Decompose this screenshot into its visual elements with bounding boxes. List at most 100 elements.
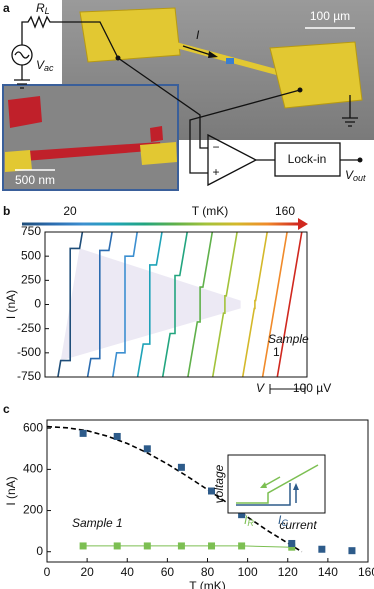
source-label: Vac [36, 58, 54, 73]
pad [269, 41, 363, 109]
y-axis-label: I (nA) [4, 290, 18, 319]
data-point [238, 511, 246, 519]
circuit-wire [189, 89, 301, 174]
electrode [5, 150, 32, 172]
iv-curve [241, 231, 268, 378]
x-axis-label: T (mK) [189, 579, 225, 589]
sub: R [247, 518, 254, 528]
amp-plus: + [212, 165, 219, 179]
data-point [143, 542, 151, 550]
inset-arrow [263, 476, 281, 487]
sem-inset [2, 84, 179, 191]
tick-label: 0 [36, 544, 43, 558]
y-axis-label: I (nA) [4, 476, 18, 505]
data-point [177, 542, 185, 550]
iv-curve [276, 231, 303, 378]
plot-frame [44, 231, 308, 378]
data-point [79, 429, 87, 437]
data-point [238, 542, 246, 550]
lockin-box [274, 142, 341, 177]
scale-label: 100 µm [310, 9, 350, 23]
sub: C [281, 518, 288, 528]
main: I [244, 513, 248, 527]
tick-label: 80 [201, 565, 215, 579]
tick-label: 400 [23, 462, 43, 476]
scale-bar [269, 384, 306, 394]
fit-line [46, 425, 303, 553]
junction [226, 58, 234, 64]
tick-label: 160 [358, 565, 374, 579]
source-symbol [14, 51, 30, 59]
data-point [288, 539, 296, 547]
data-point [113, 432, 121, 440]
iv-curve [161, 231, 188, 378]
iv-curve [261, 231, 288, 378]
x-axis-label: V [256, 381, 265, 395]
colorbar-max: 160 [275, 204, 295, 218]
amplifier [207, 133, 258, 187]
iv-curve [136, 231, 163, 378]
annotation: 1 [273, 345, 280, 359]
panel-label: b [3, 204, 10, 218]
circuit-wire [117, 57, 208, 149]
data-point [113, 542, 121, 550]
resistor-label: RL [36, 1, 50, 16]
inset-y-label: voltage [212, 464, 226, 503]
inset-curve [236, 464, 319, 504]
lockin-label: Lock-in [288, 152, 327, 166]
current-label: I [196, 28, 200, 42]
tick-label: 750 [21, 224, 41, 238]
panel-label: c [3, 402, 10, 416]
output-terminal [357, 157, 363, 163]
colorbar-min: 20 [63, 204, 77, 218]
nanowire [12, 142, 162, 162]
data-point [348, 547, 356, 555]
arrow-head [208, 51, 218, 58]
tick-label: 500 [21, 248, 41, 262]
plot-frame [46, 419, 369, 563]
sub-label: IR [244, 513, 254, 528]
tick-label: 20 [80, 565, 94, 579]
electrode [8, 96, 42, 128]
scale-label: 500 nm [15, 173, 55, 187]
tick-label: 40 [121, 565, 135, 579]
inset-x-label: current [279, 518, 317, 532]
data-point [208, 542, 216, 550]
tick-label: 600 [23, 420, 43, 434]
schematic: a RL Vac I 100 µm 500 nm − + Lock-in Vou… [2, 0, 374, 191]
main: I [278, 513, 282, 527]
data-point [143, 445, 151, 453]
tick-label: 250 [21, 273, 41, 287]
tick-label: 120 [278, 565, 298, 579]
colorbar-label: T (mK) [192, 204, 228, 218]
inset-arrowhead [260, 482, 267, 488]
tick-label: 60 [161, 565, 175, 579]
panel-label: a [3, 1, 10, 15]
tick-label: 0 [34, 297, 41, 311]
electrode [150, 126, 163, 142]
iv-curve [112, 231, 138, 378]
pad [79, 7, 181, 63]
data-point [288, 543, 296, 551]
colorbar [22, 222, 298, 226]
sub-label: IC [278, 513, 288, 528]
electrode [140, 142, 177, 165]
colorbar-arrow [298, 218, 308, 230]
scale-bar-label: 100 µV [293, 381, 331, 395]
tick-label: 0 [44, 565, 51, 579]
annotation: Sample [268, 332, 309, 346]
tick-label: 200 [23, 503, 43, 517]
data-point [208, 487, 216, 495]
data-point [318, 545, 326, 553]
tick-label: 140 [318, 565, 338, 579]
ground [342, 95, 358, 127]
iv-curve [86, 231, 113, 378]
data-point [177, 463, 185, 471]
tick-label: 100 [238, 565, 258, 579]
iv-curve [211, 231, 238, 378]
iv-curve [187, 231, 214, 378]
iv-curve [57, 231, 84, 378]
tick-label: -750 [17, 369, 41, 383]
